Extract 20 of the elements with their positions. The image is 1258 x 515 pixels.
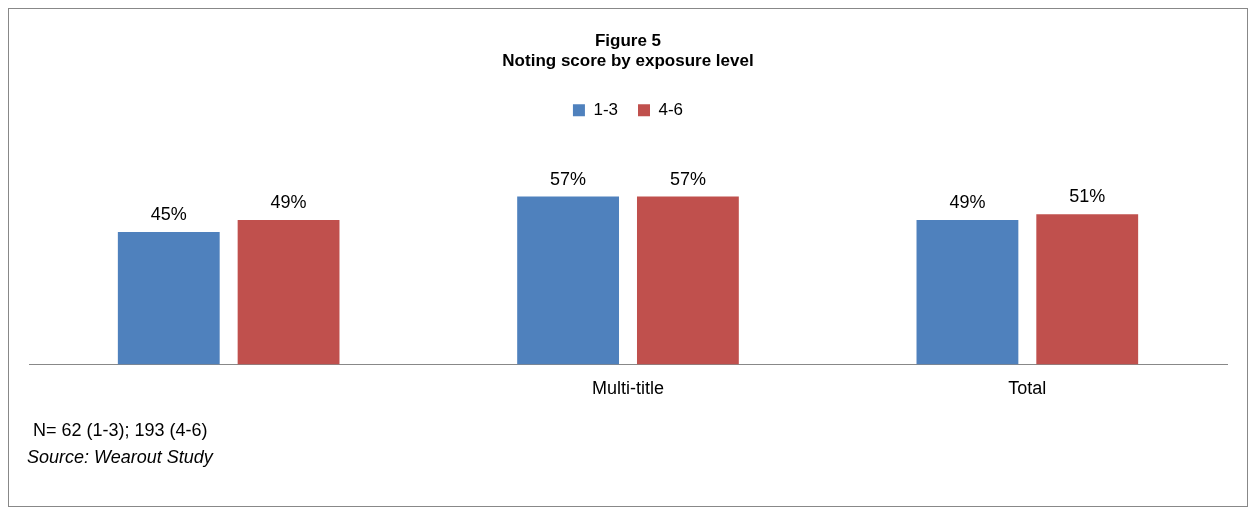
data-label: 49% xyxy=(949,192,986,213)
x-tick-label: Multi-title xyxy=(591,378,665,399)
bar xyxy=(1036,214,1139,365)
data-label: 49% xyxy=(270,192,307,213)
chart-subtitle: Noting score by exposure level xyxy=(502,51,754,71)
bar xyxy=(237,220,340,365)
legend-label: 1-3 xyxy=(593,99,619,119)
bar xyxy=(117,231,220,365)
bar xyxy=(517,196,620,365)
bar xyxy=(636,196,739,365)
data-label: 57% xyxy=(669,168,706,189)
bar xyxy=(916,220,1019,365)
x-tick-label: Total xyxy=(1008,378,1047,399)
data-label: 45% xyxy=(150,203,187,224)
text: N= 62 (1-3); 193 (4-6) xyxy=(33,420,209,441)
legend-label: 4-6 xyxy=(658,99,684,119)
chart-title: Figure 5 xyxy=(594,30,662,50)
data-label: 57% xyxy=(550,168,587,189)
source-note: Source: Wearout Study xyxy=(27,447,215,468)
data-label: 51% xyxy=(1069,186,1106,207)
